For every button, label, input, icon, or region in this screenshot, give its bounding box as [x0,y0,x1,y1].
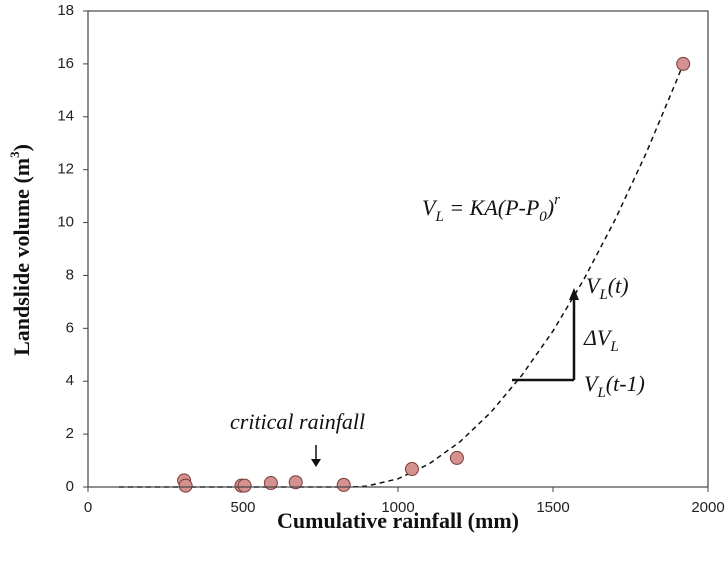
vt-sub: L [598,287,607,303]
data-point [676,56,691,71]
data-point [404,462,419,477]
data-point [263,476,278,491]
formula-part: V [422,195,438,220]
y-axis-label: Landslide volume (m3) [7,144,34,356]
y-tick-label: 2 [66,425,74,442]
y-tick-label: 8 [66,266,74,283]
vt1-part: (t-1) [606,371,645,396]
formula-sub: 0 [539,209,547,225]
data-point [237,478,252,493]
y-tick-label: 14 [57,108,74,125]
vt1-sub: L [596,385,605,401]
formula-part: = KA(P-P [444,195,540,220]
dv-label: ΔVL [583,325,619,355]
y-tick-label: 0 [66,478,74,495]
data-point [288,475,303,490]
y-tick-label: 4 [66,372,74,389]
x-axis-label: Cumulative rainfall (mm) [277,508,519,533]
slope-arrowhead [569,288,579,300]
x-tick-label: 1000 [381,499,414,516]
vt-label: VL(t) [586,273,629,303]
vt1-label: VL(t-1) [584,371,645,401]
formula-sub: L [434,209,443,225]
y-tick-label: 16 [57,55,74,72]
critical-label: critical rainfall [230,409,365,434]
x-tick-label: 2000 [691,499,724,516]
formula-part: ) [545,195,554,220]
x-tick-label: 1500 [536,499,569,516]
vt1-part: V [584,371,600,396]
y-label-sup: 3 [7,151,22,158]
vt-part: (t) [608,273,629,298]
plot-area: 0 500 1000 1500 2000 0 2 4 6 8 10 12 14 16 18 [57,2,724,516]
plot-frame [87,10,709,488]
x-tick-label: 0 [84,499,92,516]
vt-part: V [586,273,602,298]
data-point [336,477,351,492]
y-label-text: Landslide volume (m [9,158,34,356]
critical-arrowhead [311,459,321,467]
data-point [449,450,464,465]
dv-part: ΔV [583,325,613,350]
y-tick-label: 10 [57,214,74,231]
dv-sub: L [609,339,618,355]
formula-sup: r [554,192,560,208]
y-tick-label: 6 [66,319,74,336]
data-point [178,478,193,493]
x-tick-label: 500 [230,499,255,516]
y-tick-label: 18 [57,2,74,19]
y-label-end: ) [9,144,34,151]
formula: VL = KA(P-P0)r [422,192,560,225]
y-tick-label: 12 [57,161,74,178]
